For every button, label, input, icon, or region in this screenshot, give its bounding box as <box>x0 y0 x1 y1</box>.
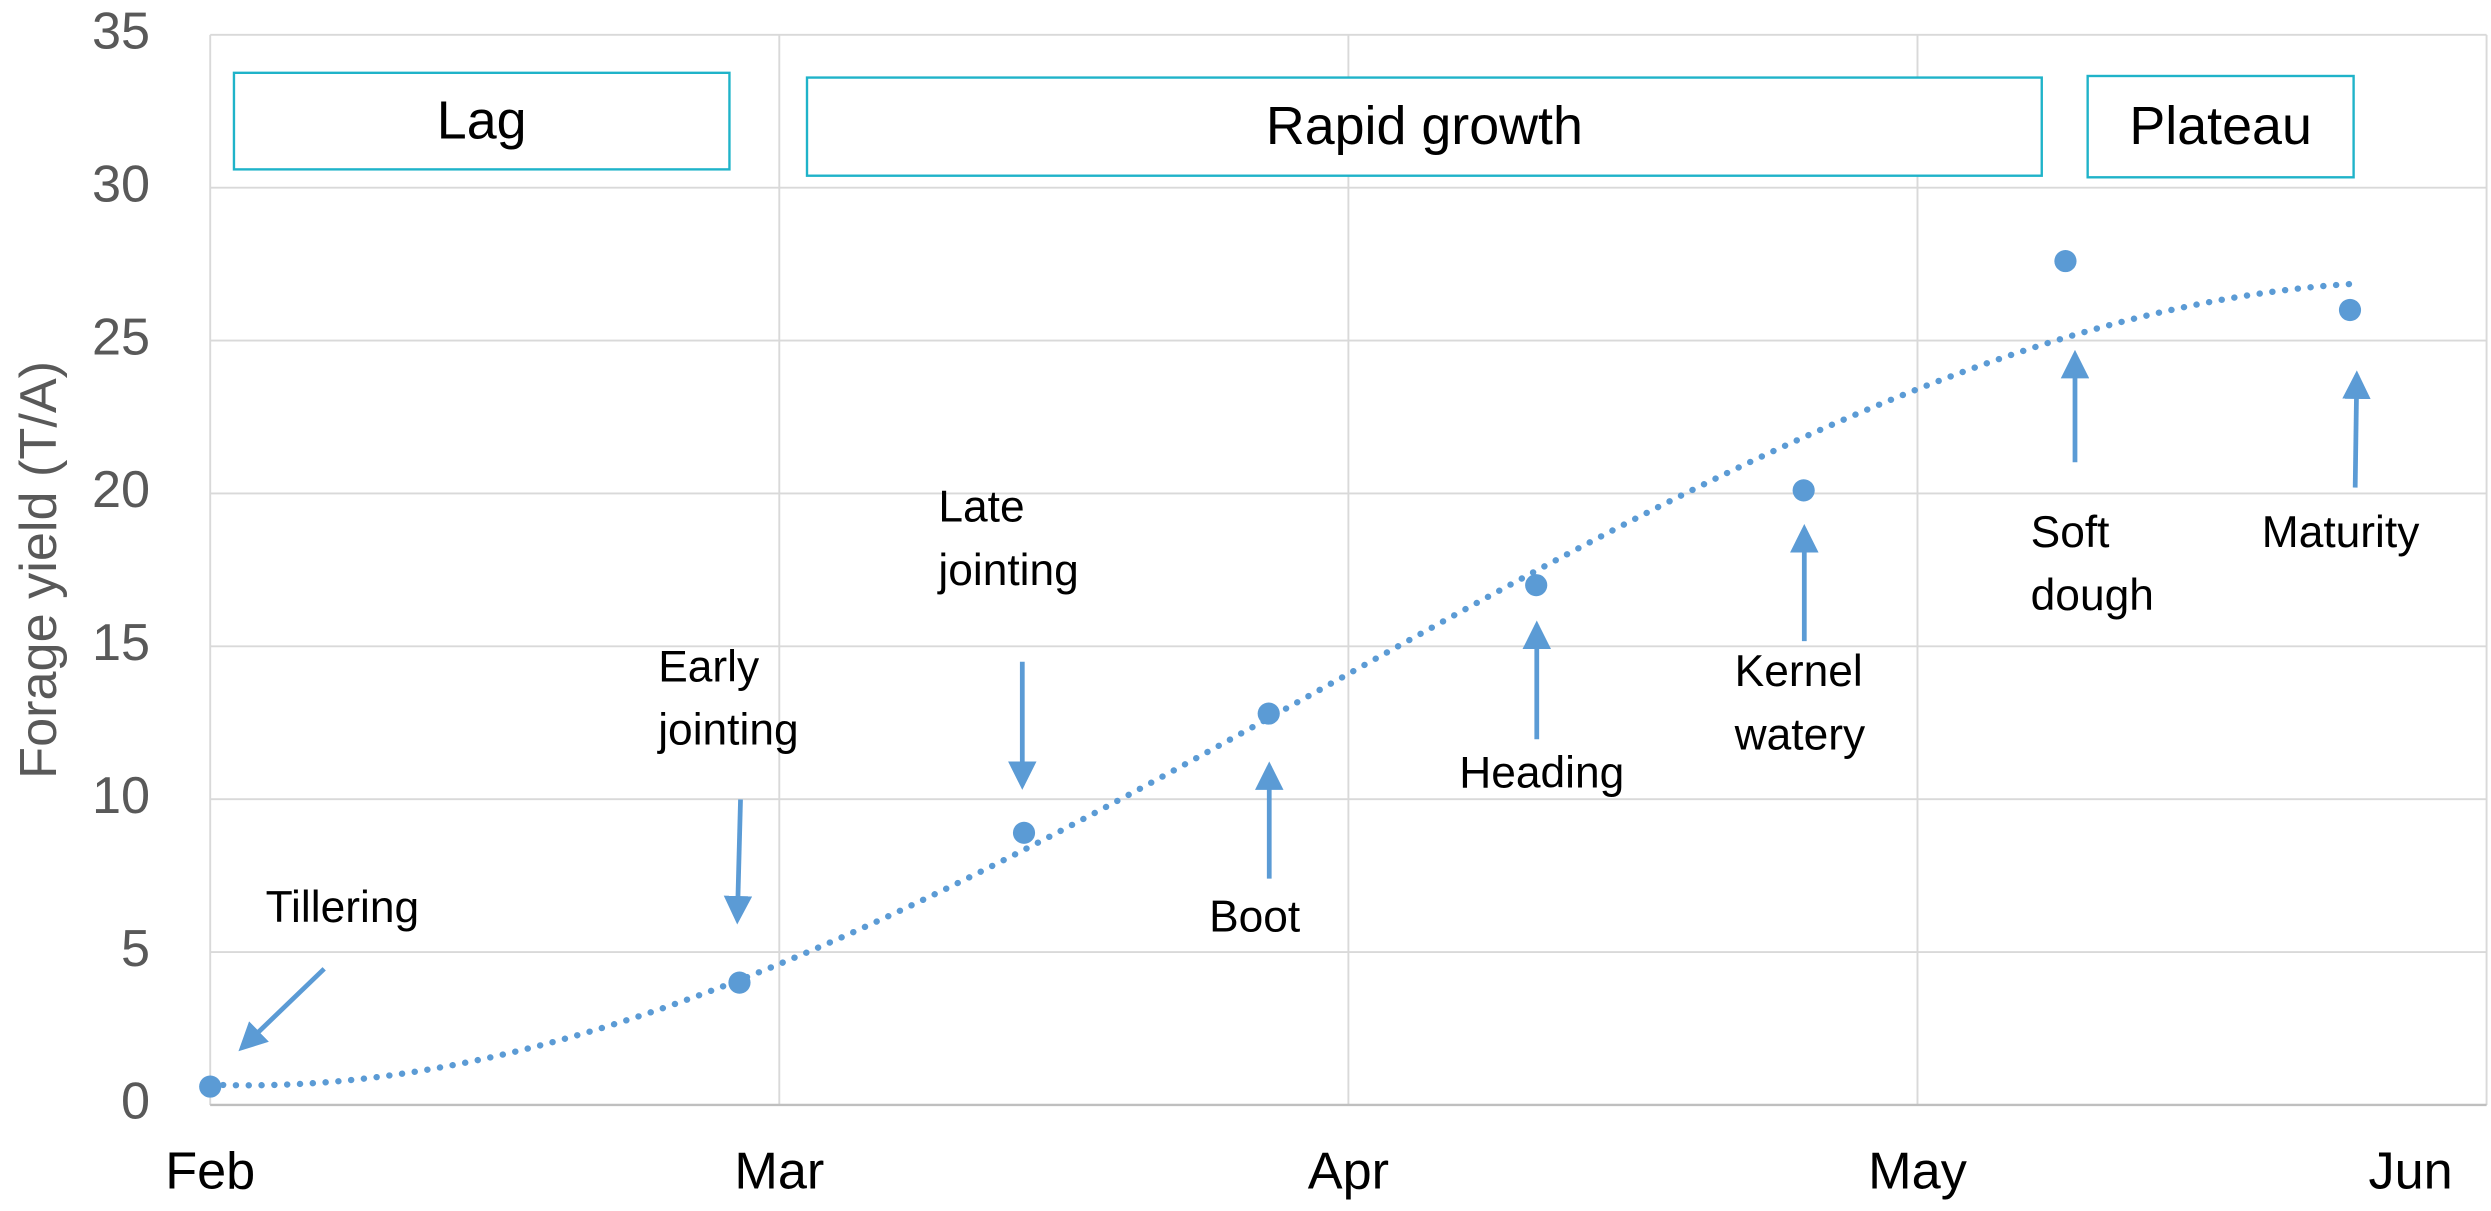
annotation-arrow <box>723 799 753 925</box>
annotation: watery <box>1734 710 1866 759</box>
annotation: dough <box>2031 571 2154 620</box>
data-point <box>1792 479 1815 502</box>
phase-label: Rapid growth <box>1266 96 1583 156</box>
annotation-arrow <box>238 967 326 1052</box>
x-tick-label: Apr <box>1308 1142 1389 1200</box>
data-point <box>728 971 751 994</box>
annotation-arrow <box>2342 370 2371 488</box>
data-point <box>1257 702 1280 725</box>
annotation: Heading <box>1459 748 1624 797</box>
data-point <box>2338 298 2362 322</box>
data-point <box>2054 249 2077 273</box>
annotation: Early <box>658 642 760 691</box>
x-tick-label: Jun <box>2368 1142 2452 1200</box>
x-tick-label: Mar <box>734 1142 824 1200</box>
y-tick-label: 25 <box>92 308 150 366</box>
data-point <box>199 1075 222 1098</box>
x-tick-label: May <box>1868 1142 1967 1200</box>
y-tick-label: 10 <box>92 767 150 825</box>
data-point <box>1012 821 1036 844</box>
trendline <box>207 280 2354 1089</box>
annotation: Maturity <box>2262 508 2420 557</box>
phase-box <box>805 76 2043 177</box>
annotation: Late <box>938 482 1024 531</box>
y-tick-label: 30 <box>92 155 150 213</box>
y-axis-label: Forage yield (T/A) <box>10 361 68 779</box>
annotation: jointing <box>656 706 798 755</box>
annotation: jointing <box>936 546 1078 595</box>
x-tick-label: Feb <box>165 1142 255 1200</box>
phase-label: Lag <box>437 90 527 150</box>
y-tick-label: 0 <box>121 1073 150 1131</box>
y-tick-label: 20 <box>92 461 150 519</box>
annotation: Tillering <box>266 883 420 932</box>
phase-box <box>232 71 731 171</box>
annotation: Soft <box>2031 508 2110 557</box>
phase-label: Plateau <box>2129 96 2312 156</box>
y-tick-label: 15 <box>92 614 150 672</box>
annotation: Kernel <box>1735 647 1863 696</box>
data-point <box>1525 574 1548 597</box>
phase-box <box>2086 74 2355 179</box>
y-tick-label: 35 <box>92 3 150 61</box>
annotation: Boot <box>1209 892 1300 941</box>
y-tick-label: 5 <box>121 920 150 978</box>
